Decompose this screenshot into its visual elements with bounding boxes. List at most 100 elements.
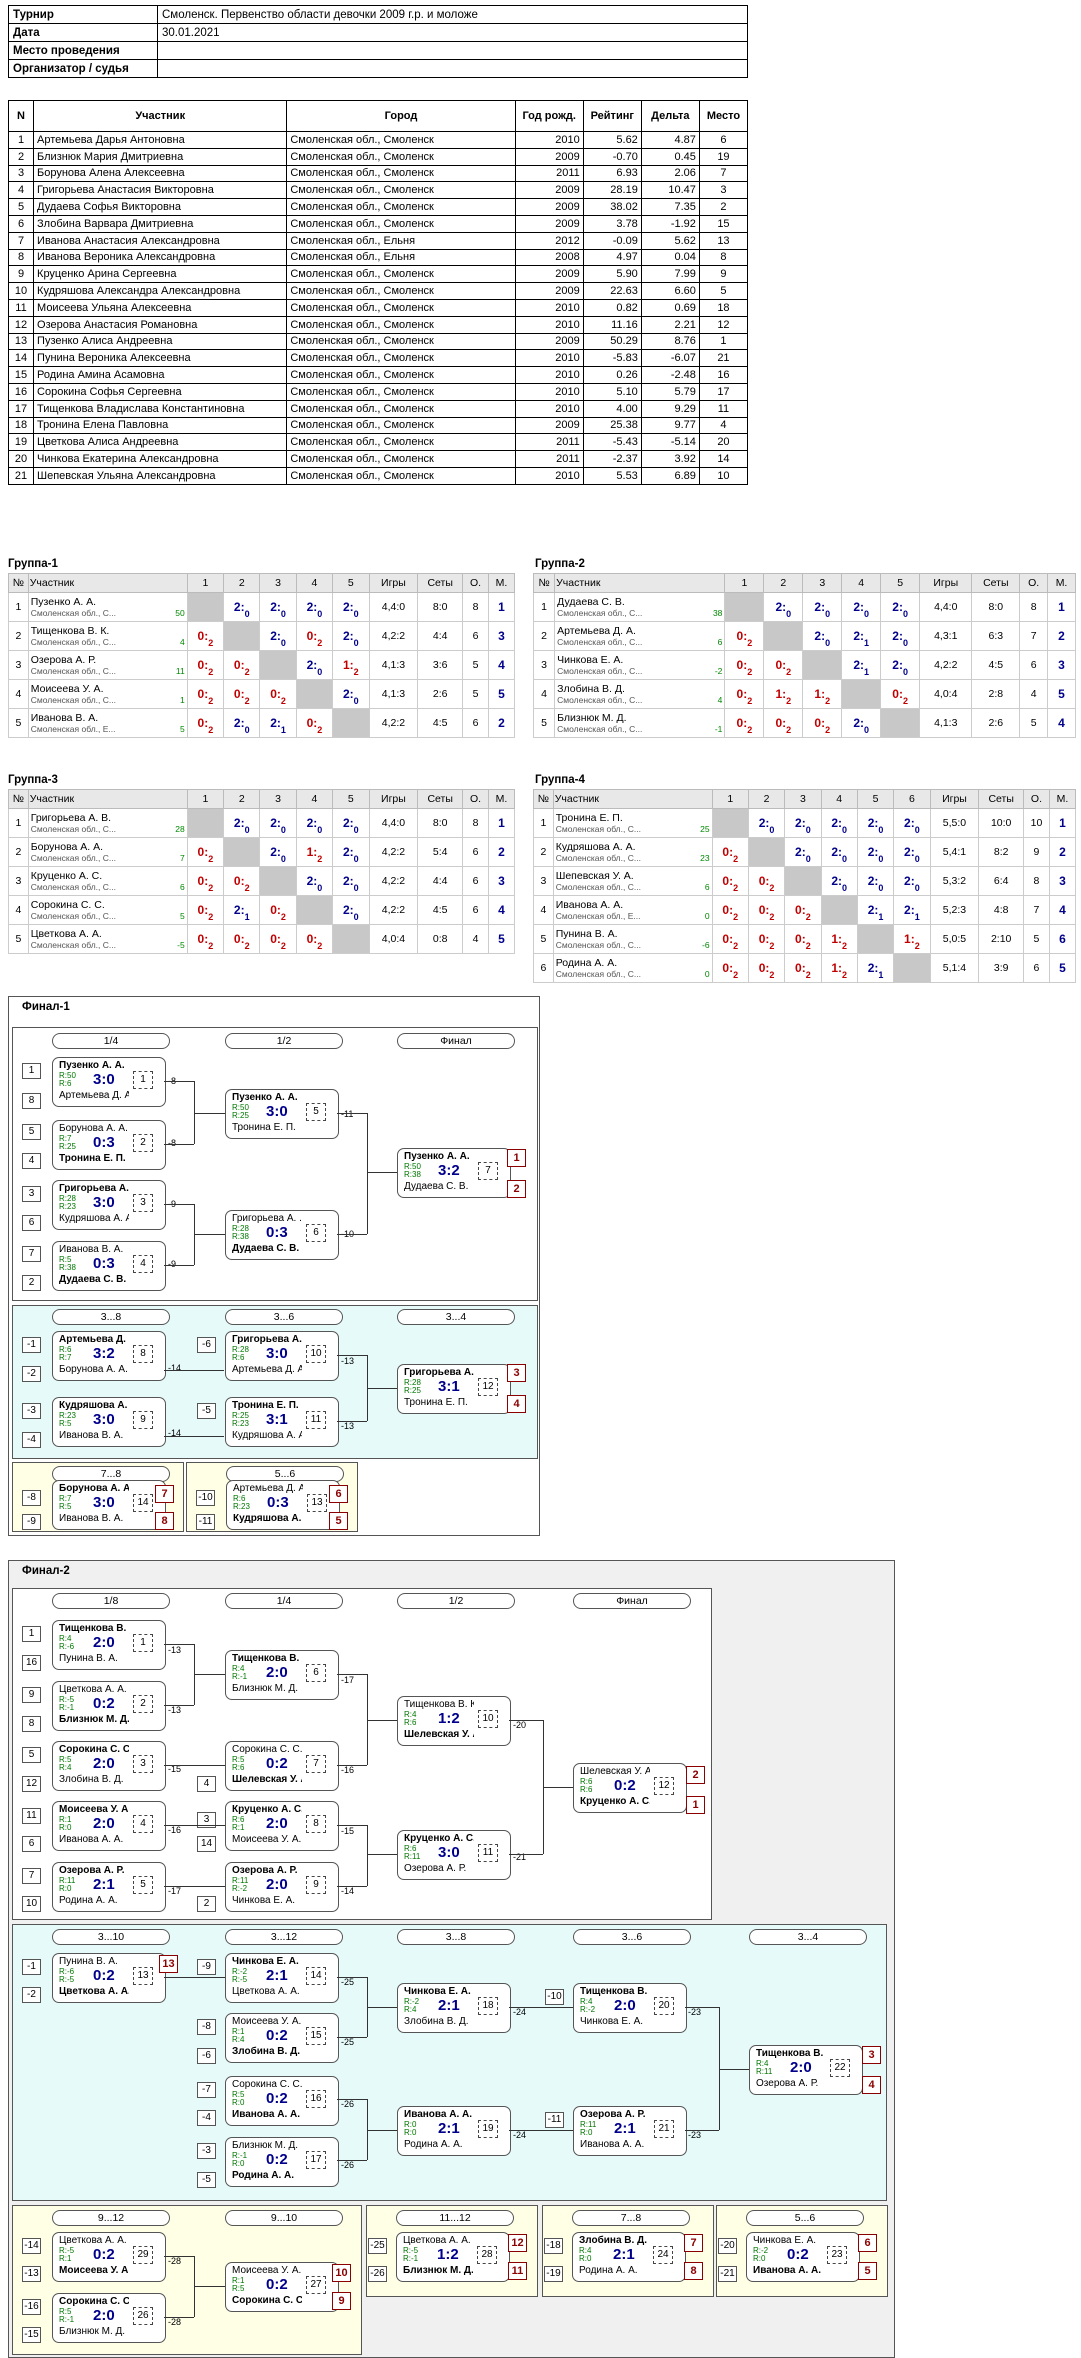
place-box: 6: [858, 2234, 877, 2252]
group-points: 9: [1022, 837, 1050, 867]
round-label: 5...6: [746, 2210, 864, 2226]
participant-cell: 3.78: [582, 214, 642, 233]
seed-box: 2: [197, 1896, 216, 1912]
loser-ref: -13: [341, 1421, 355, 1431]
rating-top: R:6: [232, 1815, 245, 1824]
match-ratings: R:50 R:6: [59, 1072, 76, 1088]
match-ratings: R:6 R:6: [580, 1778, 592, 1794]
match-box: Тищенкова В. К. Близнюк М. Д. R:4R:-1 2:0 6: [225, 1650, 339, 1700]
participant-cell: Смоленская обл., Ельня: [286, 248, 516, 267]
group-sets: 4:8: [978, 895, 1024, 925]
match-box: Чинкова Е. А. Злобина В. Д. R:-2 R:4 2:1 18: [397, 1983, 511, 2033]
match-ratings: R:28 R:23: [59, 1195, 76, 1211]
group-score: 1:2: [831, 931, 848, 951]
group-result: 0:2: [724, 679, 765, 709]
group-score-second: 2: [825, 695, 831, 706]
participant-cell: 5.62: [582, 131, 642, 149]
group-result: [724, 592, 765, 622]
match-score: 0:3: [93, 1134, 115, 1151]
group-place-value: 3: [1058, 658, 1065, 672]
match-number: 7: [478, 1162, 498, 1180]
group-row: 1 Дудаева С. В. Смоленская обл., С... 38 2:0…: [532, 592, 1076, 622]
info-value: [157, 59, 748, 78]
group-points: 6: [462, 621, 489, 651]
group-score: 2:0: [892, 599, 908, 619]
match-player-bottom: Родина А. А.: [59, 1895, 118, 1906]
rating-bottom: R:-1: [403, 2254, 419, 2263]
group-player: Моисеева У. А. Смоленская обл., С... 1: [27, 679, 188, 709]
match-box: Сорокина С. С. Иванова А. А. R:5 R:0 0:2 16: [225, 2076, 339, 2126]
participant-cell: 5.79: [640, 382, 700, 401]
participants-table: N Участник Город Год рожд. Рейтинг Дельта Мест…: [7, 100, 749, 485]
group-result: [763, 621, 804, 651]
seed-box: -1: [22, 1959, 41, 1975]
participant-cell: Смоленская обл., Смоленск: [286, 265, 516, 284]
group-score-second: 0: [280, 608, 286, 619]
seed-box: 16: [22, 1655, 41, 1671]
place-box: 7: [684, 2234, 703, 2252]
player-city: Смоленская обл., Е...: [555, 911, 641, 921]
round-label: 9...12: [52, 2210, 170, 2226]
participant-cell: 6.93: [582, 164, 642, 183]
rating-top: R:50: [59, 1071, 76, 1080]
group-result: 0:2: [747, 866, 786, 896]
group-score: 2:0: [853, 715, 870, 735]
info-row: Турнир Смоленск. Первенство области девоч…: [8, 5, 748, 24]
group-score: 2:0: [867, 873, 884, 893]
group-score: 2:0: [814, 599, 831, 619]
player-city: Смоленская обл., С...: [557, 666, 643, 676]
bracket-line: [164, 2317, 194, 2318]
group-place-value: 2: [1058, 629, 1065, 643]
group-sets: 8:2: [978, 837, 1024, 867]
group-place-value: 2: [498, 716, 505, 730]
participants-header: Рейтинг: [582, 100, 642, 132]
match-score: 0:2: [266, 1755, 288, 1772]
loser-ref: -25: [341, 1977, 355, 1987]
participant-cell: 0.26: [582, 366, 642, 384]
participant-cell: Иванова Анастасия Александровна: [33, 231, 288, 250]
participant-cell: Смоленская обл., Смоленск: [286, 382, 516, 401]
place-box: 4: [862, 2076, 881, 2094]
bracket-line: [685, 2007, 719, 2008]
participant-cell: 8: [7, 248, 35, 267]
group-score: 0:2: [758, 960, 775, 980]
participant-cell: 5.90: [582, 265, 642, 284]
match-ratings: R:-2 R:-5: [232, 1968, 247, 1984]
rating-top: R:-5: [403, 2246, 419, 2255]
group-row-n: 3: [533, 866, 554, 896]
rating-bottom: R:0: [579, 2254, 592, 2263]
rating-bottom: R:11: [404, 1852, 421, 1861]
participant-cell: Смоленская обл., Смоленск: [286, 433, 516, 452]
match-player-bottom: Иванова В. А.: [59, 1513, 124, 1524]
round-label: 3...10: [52, 1929, 170, 1945]
player-rating: -2: [714, 666, 723, 676]
group-place-value: 2: [1059, 845, 1066, 859]
group-score-second: 0: [769, 824, 775, 835]
match-box: Озерова А. Р. Родина А. А. R:11 R:0 2:1 5: [52, 1862, 166, 1912]
match-score: 3:0: [93, 1494, 115, 1511]
bracket-line: [164, 1436, 224, 1437]
group-result: 1:2: [763, 679, 804, 709]
rating-top: R:4: [580, 1997, 593, 2006]
group-score-second: 2: [244, 695, 250, 706]
match-score: 0:2: [266, 2276, 288, 2293]
group-score-second: 0: [878, 853, 884, 864]
loser-ref: -23: [688, 2130, 702, 2140]
group-result: [332, 708, 370, 738]
match-box: Злобина В. Д. Родина А. А. R:4 R:0 2:1 24: [572, 2232, 686, 2282]
group-games: 4,4:0: [368, 808, 419, 838]
group-points: 5: [1022, 924, 1050, 954]
group-games: 4,2:2: [368, 895, 419, 925]
group-result: 0:2: [747, 924, 786, 954]
match-score: 3:0: [93, 1194, 115, 1211]
participant-cell: 2009: [514, 332, 584, 351]
participant-cell: 5: [7, 198, 35, 216]
bracket-line: [337, 1113, 367, 1114]
loser-ref: -11: [341, 1109, 354, 1119]
group-player: Чинкова Е. А. Смоленская обл., С... -2: [554, 650, 726, 680]
info-key: Дата: [8, 23, 158, 42]
group-score: 0:2: [270, 931, 286, 951]
match-player-top: Пузенко А. А.: [232, 1092, 298, 1103]
group-header-col: 4: [295, 789, 334, 809]
participant-row: 9 Круценко Арина Сергеевна Смоленская обл.…: [7, 265, 749, 284]
